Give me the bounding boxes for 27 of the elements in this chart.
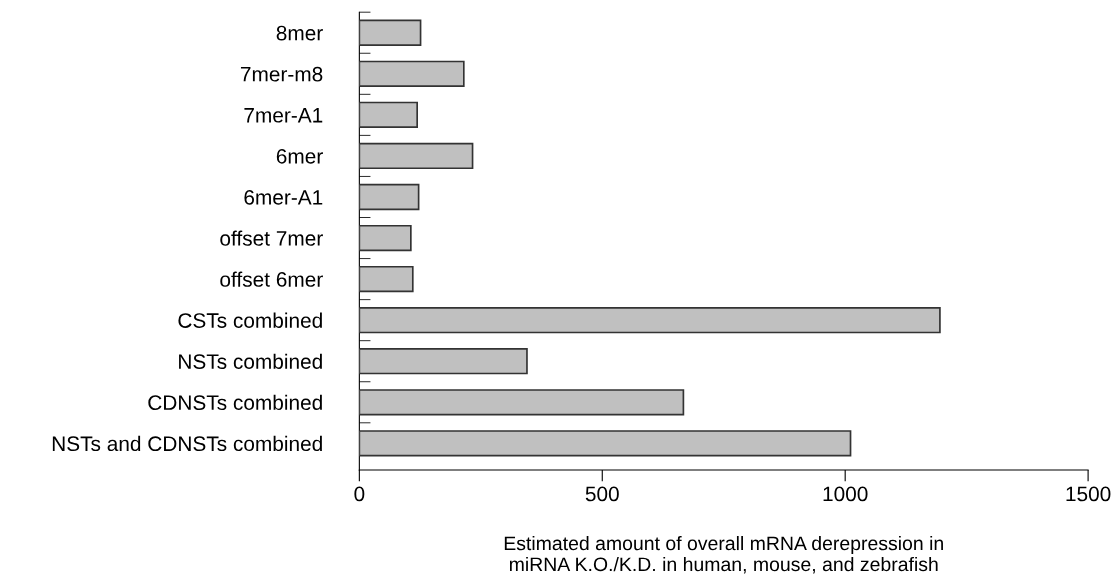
x-axis-title: Estimated amount of overall mRNA derepression in miRNA K.O./K.D. in human, mouse, and zebrafish [504,535,943,574]
bar [359,389,685,416]
bar [359,348,528,375]
bar [359,265,414,293]
y-tick-label: CDNSTs combined [148,394,322,411]
y-tick-label: CSTs combined [178,312,322,328]
bar [359,430,852,457]
y-tick-label: 8mer [276,25,323,41]
bar [359,183,420,211]
bar [359,19,422,46]
x-tick-label: 1000 [823,486,868,502]
y-tick-label: 7mer-m8 [240,66,323,82]
bar [359,224,412,252]
bar [359,101,419,129]
y-tick-label: NSTs combined [179,353,322,369]
x-tick-label: 1500 [1066,486,1111,502]
bar [359,60,465,87]
y-tick-label: offset 6mer [220,271,323,287]
y-tick-label: offset 7mer [220,230,323,246]
x-tick-label: 0 [354,486,365,502]
x-tick-label: 500 [585,486,619,502]
bar [359,307,941,334]
y-tick-label: 6mer-A1 [244,189,323,205]
y-tick-label: NSTs and CDNSTs combined [52,435,322,452]
y-tick-label: 6mer [276,148,323,164]
y-tick-label: 7mer-A1 [244,108,323,123]
bar [359,142,474,170]
